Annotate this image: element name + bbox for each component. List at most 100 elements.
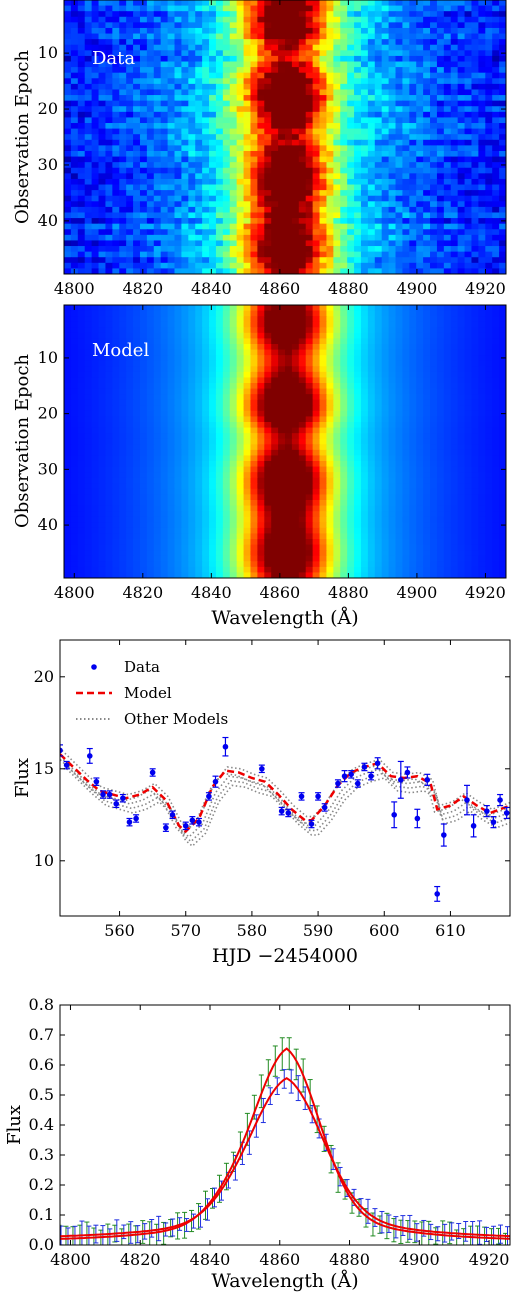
heatmap-cell [91, 0, 100, 7]
heatmap-cell [333, 371, 341, 379]
heatmap-cell [243, 327, 252, 334]
heatmap-cell [202, 111, 210, 119]
heatmap-cell [167, 310, 176, 317]
heatmap-cell [105, 383, 113, 390]
heatmap-cell [181, 246, 189, 253]
heatmap-cell [395, 268, 404, 274]
heatmap-cell [257, 16, 265, 23]
heatmap-cell [409, 145, 417, 152]
heatmap-cell [374, 377, 383, 384]
heatmap-cell [360, 422, 369, 429]
heatmap-cell [291, 388, 300, 395]
heatmap-cell [229, 234, 238, 242]
heatmap-cell [395, 218, 404, 225]
heatmap-cell [305, 338, 314, 345]
heatmap-cell [464, 5, 473, 12]
heatmap-cell [374, 427, 383, 434]
heatmap-cell [333, 123, 341, 130]
heatmap-cell [64, 246, 72, 253]
heatmap-cell [91, 11, 100, 18]
heatmap-cell [492, 360, 500, 367]
heatmap-cell [91, 106, 100, 113]
heatmap-cell [367, 162, 376, 169]
heatmap-cell [181, 83, 189, 91]
heatmap-cell [160, 257, 169, 264]
heatmap-cell [133, 427, 141, 434]
heatmap-cell [243, 344, 252, 351]
heatmap-cell [312, 156, 321, 163]
heatmap-cell [98, 139, 107, 146]
heatmap-cell [202, 162, 210, 169]
heatmap-cell [298, 371, 307, 379]
heatmap-cell [105, 455, 113, 462]
heatmap-cell [181, 201, 189, 208]
heatmap-cell [188, 223, 196, 230]
heatmap-cell [84, 444, 93, 451]
heatmap-cell [91, 178, 100, 186]
heatmap-cell [360, 394, 369, 401]
heatmap-cell [222, 223, 231, 230]
heatmap-cell [450, 360, 459, 367]
heatmap-cell [202, 366, 210, 373]
heatmap-cell [305, 321, 314, 328]
heatmap-cell [291, 383, 300, 390]
heatmap-cell [443, 246, 452, 253]
heatmap-cell [133, 377, 141, 384]
heatmap-cell [285, 22, 293, 29]
heatmap-cell [133, 123, 141, 130]
heatmap-cell [416, 27, 424, 35]
heatmap-cell [84, 0, 93, 7]
heatmap-cell [195, 95, 203, 102]
heatmap-cell [291, 195, 300, 202]
heatmap-cell [499, 433, 506, 440]
heatmap-cell [381, 55, 390, 63]
heatmap-cell [436, 184, 445, 191]
heatmap-cell [84, 44, 93, 51]
heatmap-cell [374, 218, 383, 225]
heatmap-cell [430, 394, 438, 401]
heatmap-cell [367, 377, 376, 384]
heatmap-cell [367, 310, 376, 317]
heatmap-cell [264, 305, 272, 312]
heatmap-cell [264, 117, 272, 124]
heatmap-cell [271, 240, 279, 247]
heatmap-cell [367, 444, 376, 451]
heatmap-cell [457, 455, 466, 462]
heatmap-cell [64, 0, 72, 7]
heatmap-cell [340, 321, 348, 328]
heatmap-cell [436, 212, 445, 219]
heatmap-cell [278, 89, 286, 96]
heatmap-cell [395, 332, 404, 340]
heatmap-cell [381, 262, 390, 270]
heatmap-cell [174, 433, 183, 440]
heatmap-cell [354, 106, 362, 113]
heatmap-cell [160, 67, 169, 74]
heatmap-cell [70, 366, 79, 373]
heatmap-cell [146, 366, 155, 373]
heatmap-cell [209, 206, 217, 214]
heatmap-cell [98, 33, 107, 40]
heatmap-cell [271, 262, 279, 270]
heatmap-cell [264, 50, 272, 57]
heatmap-cell [126, 262, 134, 270]
heatmap-cell [436, 16, 445, 23]
heatmap-cell [139, 106, 148, 113]
heatmap-cell [388, 316, 397, 323]
heatmap-cell [402, 27, 410, 35]
heatmap-cell [133, 128, 141, 135]
heatmap-cell [285, 449, 293, 457]
heatmap-cell [222, 190, 231, 197]
heatmap-cell [215, 123, 224, 130]
heatmap-cell [326, 145, 334, 152]
heatmap-cell [112, 55, 120, 63]
heatmap-cell [64, 251, 72, 258]
heatmap-cell [139, 134, 148, 141]
heatmap-cell [492, 405, 500, 412]
heatmap-cell [181, 383, 189, 390]
heatmap-cell [478, 416, 486, 423]
heatmap-cell [333, 117, 341, 124]
heatmap-cell [395, 61, 404, 68]
heatmap-cell [112, 422, 120, 429]
heatmap-cell [305, 134, 314, 141]
heatmap-cell [388, 218, 397, 225]
